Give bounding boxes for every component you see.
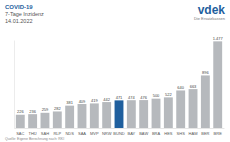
data-label: 236 — [29, 109, 36, 114]
x-tick-label: NRW — [102, 131, 112, 136]
data-label: 522 — [165, 92, 172, 97]
x-tick: NRW — [102, 128, 112, 136]
title: COVID-19 — [5, 4, 33, 10]
bars — [16, 41, 222, 128]
source: Quelle: Eigene Berechnung nach: RKI — [5, 137, 64, 141]
x-axis-line — [15, 128, 225, 129]
bar — [139, 100, 148, 128]
data-label: 442 — [103, 97, 110, 102]
data-label: 640 — [177, 85, 184, 90]
plot: 226 236 259 282 381 409 419 442 471 474 476 500 522 6… — [15, 36, 225, 136]
bar — [41, 113, 50, 128]
x-tick: BER — [201, 128, 209, 136]
x-tick: SAA — [78, 128, 86, 136]
data-label: 226 — [17, 109, 24, 114]
subtitle: 7-Tage Inzidenz — [5, 11, 44, 17]
data-label: 419 — [91, 98, 98, 103]
x-tick: HAM — [189, 128, 198, 136]
chart: COVID-197-Tage Inzidenz14.01.2022 vdekDie… — [0, 0, 230, 142]
x-tick-label: SAA — [78, 131, 86, 136]
x-tick-label: RLP — [53, 131, 61, 136]
x-tick-label: BER — [201, 131, 209, 136]
bar — [16, 115, 25, 128]
bar — [115, 100, 124, 128]
bar — [127, 100, 136, 128]
data-label: 471 — [116, 95, 123, 100]
bar — [102, 102, 111, 128]
data-label: 663 — [190, 84, 197, 89]
y-axis-line — [14, 41, 15, 129]
bar — [90, 103, 99, 128]
x-tick-label: BRA — [152, 131, 161, 136]
data-label: 381 — [66, 100, 73, 105]
bar — [189, 89, 198, 128]
x-tick: RLP — [53, 128, 61, 136]
x-tick-label: SAC — [16, 131, 24, 136]
data-label: 474 — [128, 95, 135, 100]
bar — [164, 97, 173, 128]
x-tick: THÜ — [29, 128, 37, 136]
data-label: 409 — [79, 99, 86, 104]
x-tick-label: SHS — [177, 131, 186, 136]
x-tick: MVP — [90, 128, 99, 136]
x-tick-label: BUND — [113, 131, 124, 136]
x-tick-label: THÜ — [29, 131, 37, 136]
logo-subtext: Die Ersatzkassen — [194, 16, 225, 21]
bar — [201, 75, 210, 128]
x-tick-label: HES — [164, 131, 173, 136]
bar — [152, 99, 161, 128]
bar — [213, 41, 222, 128]
data-label: 500 — [153, 93, 160, 98]
bar — [176, 90, 185, 128]
bar — [65, 106, 74, 128]
x-tick-label: BAY — [127, 131, 135, 136]
x-tick: HES — [164, 128, 173, 136]
data-label: 282 — [54, 106, 61, 111]
logo: vdek — [198, 3, 226, 17]
data-label: 476 — [140, 95, 147, 100]
x-tick: BRA — [152, 128, 161, 136]
x-tick: BUND — [113, 128, 124, 136]
x-tick-label: SAH — [41, 131, 49, 136]
bar — [53, 111, 62, 128]
bar — [78, 104, 87, 128]
x-tick: SAH — [41, 128, 49, 136]
x-tick: BAW — [139, 128, 148, 136]
x-tick-label: BRE — [214, 131, 223, 136]
date: 14.01.2022 — [5, 18, 33, 24]
data-label: 1.477 — [213, 36, 224, 41]
x-tick: BRE — [214, 128, 223, 136]
data-label: 896 — [202, 70, 209, 75]
x-tick: BAY — [127, 128, 135, 136]
data-labels: 226 236 259 282 381 409 419 442 471 474 476 500 522 6… — [17, 36, 224, 114]
x-tick: SAC — [16, 128, 24, 136]
x-tick-label: BAW — [139, 131, 148, 136]
bar — [28, 114, 37, 128]
data-label: 259 — [42, 107, 49, 112]
x-tick-label: NDS — [65, 131, 74, 136]
x-tick-label: MVP — [90, 131, 99, 136]
x-axis: SAC THÜ SAH RLP NDS SAA MVPNRWBUNDBAY BAW BRAHES… — [15, 128, 225, 136]
y-axis — [14, 41, 15, 129]
x-tick-label: HAM — [189, 131, 198, 136]
x-tick: NDS — [65, 128, 74, 136]
x-tick: SHS — [177, 128, 186, 136]
